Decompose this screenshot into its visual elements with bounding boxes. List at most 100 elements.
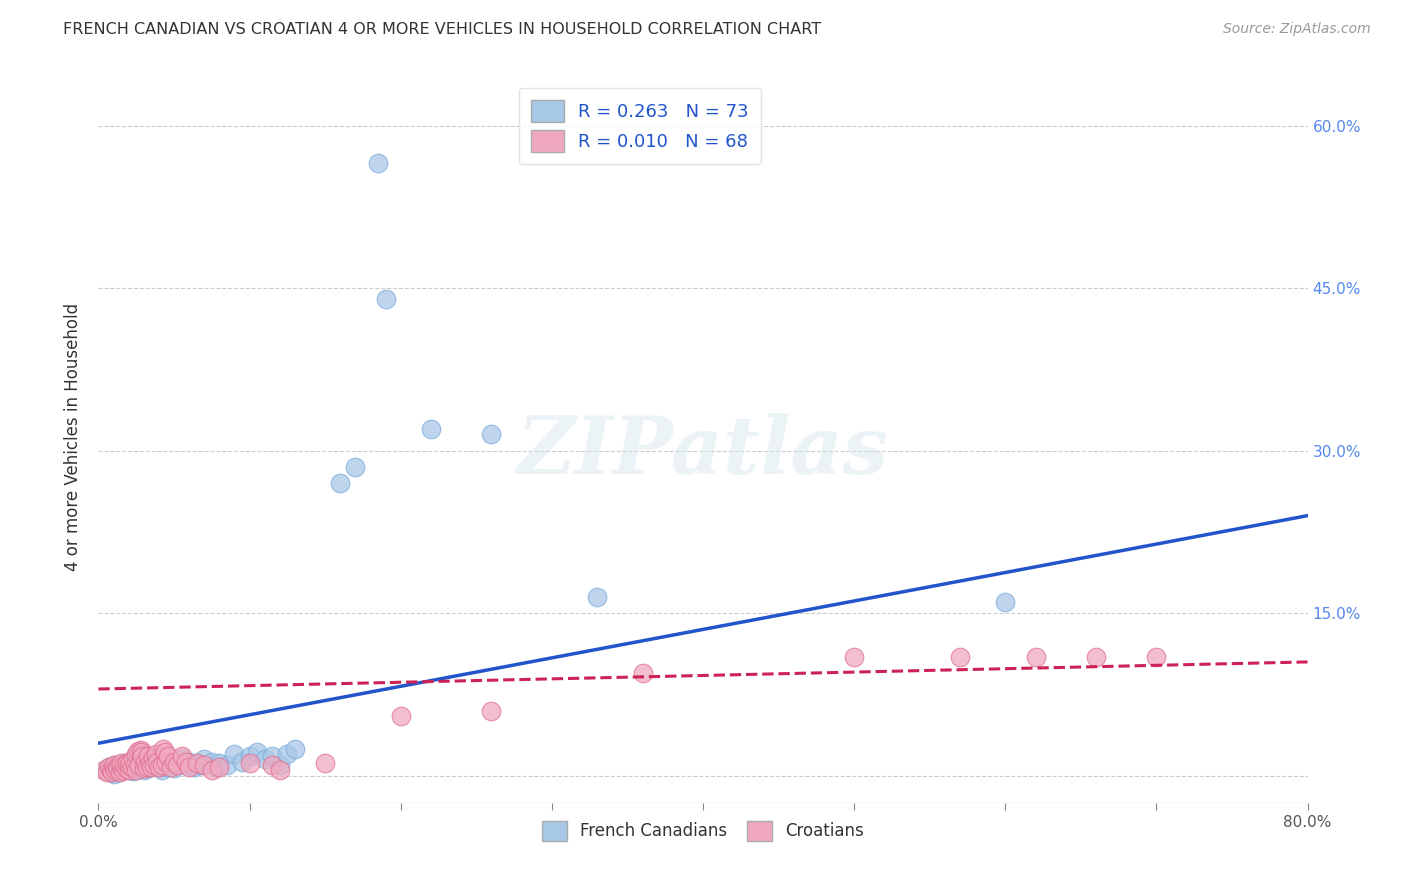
Point bbox=[94, 764, 117, 778]
Point bbox=[276, 747, 298, 761]
Point bbox=[129, 756, 152, 770]
Point bbox=[367, 156, 389, 170]
Point bbox=[174, 755, 197, 769]
Point bbox=[949, 649, 972, 664]
Point bbox=[163, 761, 186, 775]
Point bbox=[105, 761, 128, 775]
Point bbox=[179, 760, 201, 774]
Point bbox=[114, 759, 136, 773]
Point bbox=[1144, 649, 1167, 664]
Point bbox=[132, 761, 155, 775]
Point bbox=[103, 757, 125, 772]
Y-axis label: 4 or more Vehicles in Household: 4 or more Vehicles in Household bbox=[65, 303, 83, 571]
Point bbox=[142, 751, 165, 765]
Point bbox=[93, 764, 115, 778]
Point bbox=[139, 756, 162, 770]
Point bbox=[179, 755, 201, 769]
Point bbox=[128, 757, 150, 772]
Point bbox=[208, 760, 231, 774]
Point bbox=[262, 749, 284, 764]
Text: Source: ZipAtlas.com: Source: ZipAtlas.com bbox=[1223, 22, 1371, 37]
Point bbox=[131, 749, 153, 764]
Point bbox=[141, 760, 163, 774]
Point bbox=[150, 757, 173, 772]
Point bbox=[111, 764, 134, 778]
Point bbox=[124, 757, 146, 772]
Point bbox=[994, 595, 1017, 609]
Point bbox=[844, 649, 866, 664]
Point bbox=[170, 751, 193, 765]
Point bbox=[586, 590, 609, 604]
Point bbox=[269, 764, 291, 778]
Point bbox=[284, 741, 307, 756]
Point bbox=[146, 755, 169, 769]
Point bbox=[110, 757, 132, 772]
Point bbox=[111, 761, 134, 775]
Point bbox=[103, 757, 125, 772]
Point bbox=[136, 761, 159, 775]
Point bbox=[120, 760, 142, 774]
Point bbox=[231, 755, 253, 769]
Point bbox=[193, 752, 215, 766]
Point bbox=[125, 747, 148, 761]
Point bbox=[115, 756, 138, 770]
Point bbox=[174, 757, 197, 772]
Point bbox=[193, 757, 215, 772]
Point bbox=[201, 755, 224, 769]
Point bbox=[163, 755, 186, 769]
Point bbox=[118, 757, 141, 772]
Point bbox=[132, 764, 155, 778]
Point bbox=[1085, 649, 1108, 664]
Point bbox=[190, 757, 212, 772]
Point bbox=[314, 756, 336, 770]
Point bbox=[110, 756, 132, 770]
Point bbox=[108, 764, 131, 778]
Point bbox=[148, 760, 170, 774]
Point bbox=[186, 756, 208, 770]
Point bbox=[239, 756, 262, 770]
Point bbox=[127, 757, 149, 772]
Point bbox=[246, 745, 269, 759]
Point bbox=[125, 764, 148, 778]
Point bbox=[152, 755, 174, 769]
Point bbox=[105, 760, 128, 774]
Point bbox=[118, 757, 141, 772]
Point bbox=[124, 760, 146, 774]
Point bbox=[481, 427, 503, 442]
Point bbox=[125, 764, 148, 778]
Point bbox=[374, 292, 396, 306]
Point bbox=[134, 755, 156, 769]
Point bbox=[239, 749, 262, 764]
Point bbox=[108, 765, 131, 780]
Point bbox=[101, 765, 124, 780]
Point bbox=[110, 760, 132, 774]
Legend: French Canadians, Croatians: French Canadians, Croatians bbox=[533, 813, 873, 849]
Point bbox=[98, 760, 121, 774]
Point bbox=[344, 459, 367, 474]
Point bbox=[170, 749, 193, 764]
Point bbox=[110, 760, 132, 774]
Point bbox=[121, 755, 143, 769]
Point bbox=[112, 757, 135, 772]
Point bbox=[253, 752, 276, 766]
Point bbox=[1024, 649, 1046, 664]
Point bbox=[100, 764, 122, 778]
Point bbox=[112, 756, 135, 770]
Point bbox=[145, 756, 167, 770]
Point bbox=[481, 704, 503, 718]
Point bbox=[118, 764, 141, 778]
Point bbox=[166, 757, 188, 772]
Point bbox=[148, 760, 170, 774]
Point bbox=[156, 756, 179, 770]
Point bbox=[150, 764, 173, 778]
Point bbox=[135, 760, 157, 774]
Point bbox=[122, 764, 145, 779]
Point bbox=[155, 755, 177, 769]
Point bbox=[142, 751, 165, 765]
Point bbox=[329, 476, 352, 491]
Point bbox=[101, 762, 124, 776]
Point bbox=[103, 766, 125, 780]
Point bbox=[156, 749, 179, 764]
Point bbox=[127, 744, 149, 758]
Point bbox=[155, 760, 177, 774]
